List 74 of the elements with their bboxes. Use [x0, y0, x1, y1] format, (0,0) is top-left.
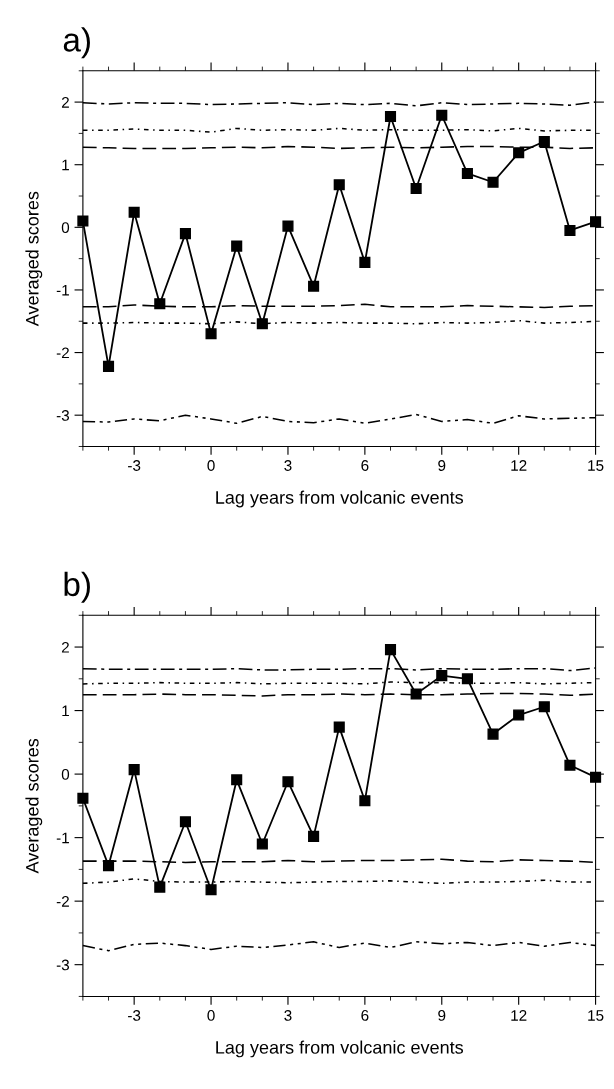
x-tick-label: 9: [438, 460, 446, 471]
point: [231, 240, 243, 252]
point: [308, 830, 320, 842]
y-tick-label: -1: [56, 832, 69, 844]
point: [333, 179, 345, 191]
point: [461, 167, 473, 180]
point: [205, 328, 217, 340]
point: [487, 176, 499, 188]
y-tick-label: -1: [56, 284, 69, 296]
x-tick-label: 0: [207, 460, 215, 471]
point: [128, 206, 140, 218]
x-tick-label: 3: [284, 460, 292, 471]
point: [461, 673, 473, 685]
x-tick-label: 12: [511, 1010, 527, 1021]
point: [436, 109, 448, 121]
point: [154, 881, 166, 893]
point: [384, 110, 397, 123]
chart-title: b): [64, 571, 90, 603]
point: [590, 216, 602, 228]
x-tick-label: 12: [511, 460, 527, 471]
y-axis-title: Averaged scores: [25, 738, 43, 874]
y-tick-label: -2: [56, 896, 69, 907]
y-axis-title: Averaged scores: [25, 191, 43, 327]
x-tick-label: 6: [361, 1010, 369, 1021]
y-tick-label: -3: [56, 959, 70, 971]
point: [154, 298, 166, 310]
y-tick-label: -3: [56, 410, 70, 421]
x-tick-label: -3: [128, 460, 141, 471]
y-tick-label: -2: [56, 347, 69, 359]
x-tick-label: 3: [284, 1010, 292, 1021]
y-tick-label: 0: [61, 768, 70, 780]
point: [410, 182, 422, 195]
x-tick-label: -3: [128, 1010, 141, 1021]
point: [384, 644, 397, 656]
point: [590, 771, 602, 783]
point: [564, 224, 576, 237]
point: [564, 759, 576, 771]
point: [282, 220, 294, 232]
point: [102, 360, 115, 372]
point: [179, 816, 191, 828]
point: [513, 147, 525, 159]
y-tick-label: 1: [62, 705, 69, 717]
point: [487, 728, 499, 740]
y-tick-label: 1: [62, 159, 69, 171]
point: [77, 792, 89, 804]
y-tick-label: 2: [61, 641, 69, 653]
x-axis-title: Lag years from volcanic events: [216, 1040, 464, 1058]
chart-title: a): [63, 27, 90, 59]
point: [77, 215, 89, 227]
point: [359, 795, 371, 807]
x-axis-title: Lag years from volcanic events: [216, 490, 464, 508]
point: [205, 884, 217, 896]
point: [359, 256, 371, 268]
point: [231, 774, 243, 786]
point: [179, 228, 191, 240]
point: [436, 670, 448, 682]
x-tick-label: 0: [207, 1010, 215, 1021]
point: [308, 280, 320, 292]
point: [102, 860, 115, 872]
point: [410, 688, 422, 700]
point: [333, 721, 345, 733]
point: [128, 764, 140, 776]
y-tick-label: 0: [61, 222, 70, 234]
point: [538, 701, 550, 713]
x-tick-label: 6: [361, 460, 369, 471]
point: [282, 776, 294, 788]
point: [256, 318, 268, 330]
y-tick-label: 2: [61, 96, 69, 108]
point: [538, 135, 550, 148]
x-tick-label: 9: [438, 1010, 446, 1021]
point: [256, 838, 268, 850]
point: [513, 709, 525, 721]
x-tick-label: 15: [588, 460, 604, 471]
x-tick-label: 15: [588, 1010, 604, 1021]
